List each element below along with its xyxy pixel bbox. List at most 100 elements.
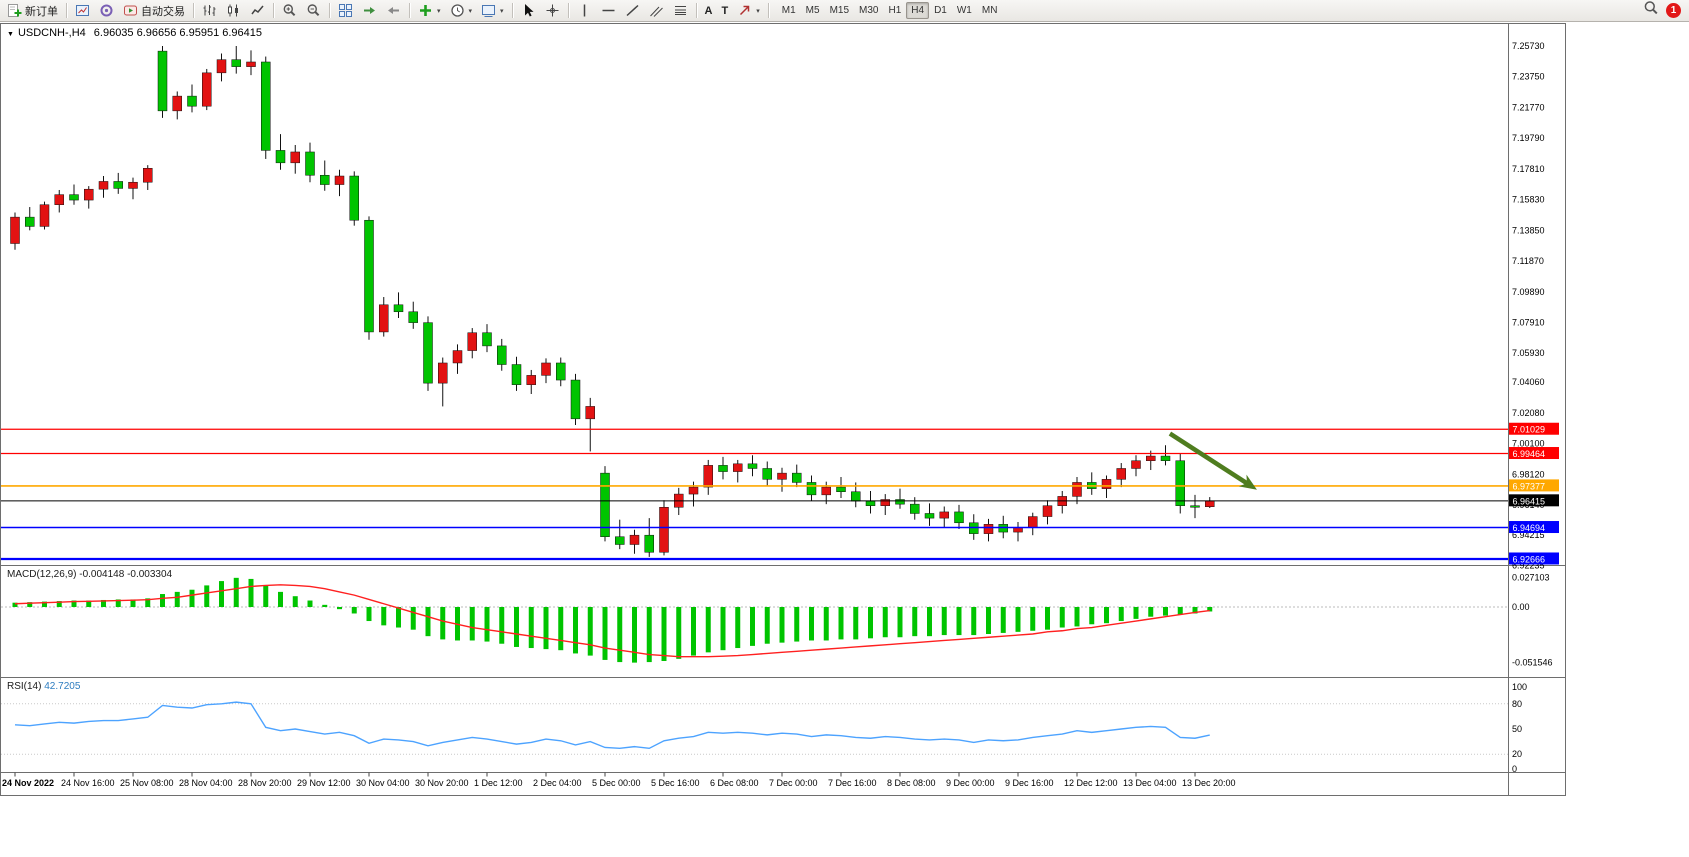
time-axis-label: 28 Nov 04:00 (179, 778, 233, 788)
candle-body (98, 181, 109, 190)
macd-bar (543, 607, 549, 650)
auto-scroll-button[interactable] (358, 0, 381, 21)
tab-timeframe-h4[interactable]: H4 (906, 2, 930, 19)
price-axis-label: 7.02080 (1512, 408, 1545, 418)
candle-body (1028, 516, 1038, 528)
templates-button[interactable]: ▾ (477, 0, 508, 21)
candle-body (659, 507, 669, 553)
price-line-badge-text: 6.94694 (1513, 523, 1546, 533)
arrows-button[interactable]: ▾ (733, 0, 764, 21)
macd-bar (927, 607, 932, 637)
line-chart-button[interactable] (246, 0, 269, 21)
label-tool-label: T (721, 4, 729, 17)
tile-windows-button[interactable] (334, 0, 357, 21)
label-button[interactable]: T (718, 0, 733, 21)
price-line-badge (1509, 521, 1559, 534)
candle-body (452, 350, 463, 364)
macd-bar (735, 607, 741, 649)
candle-body (275, 150, 286, 164)
zoom-in-button[interactable] (278, 0, 301, 21)
time-axis-label: 24 Nov 2022 (2, 778, 54, 788)
tab-timeframe-d1[interactable]: D1 (934, 5, 947, 16)
macd-bar (1192, 607, 1198, 614)
periods-button[interactable]: ▾ (446, 0, 477, 21)
candle-body (703, 465, 713, 488)
candle-body (1205, 500, 1215, 507)
candle-body (216, 59, 227, 74)
macd-bar (1089, 607, 1095, 625)
candle-body (334, 175, 345, 185)
price-axis-label: 7.13850 (1512, 225, 1545, 235)
rsi-axis-label: 80 (1512, 699, 1522, 709)
expert-advisors-icon (99, 3, 114, 18)
macd-bar (1059, 607, 1065, 628)
fibonacci-button[interactable] (669, 0, 692, 21)
channel-icon (649, 3, 664, 18)
channel-button[interactable] (645, 0, 668, 21)
arrow-tool-icon (737, 3, 752, 18)
bar-chart-button[interactable] (198, 0, 221, 21)
rsi-axis-label: 20 (1512, 749, 1522, 759)
zoom-out-button[interactable] (302, 0, 325, 21)
bar-chart-icon (202, 3, 217, 18)
macd-bar (912, 607, 918, 637)
auto-trading-button[interactable]: 自动交易 (119, 0, 189, 21)
macd-bar (868, 607, 873, 639)
tab-timeframe-m1[interactable]: M1 (781, 5, 796, 16)
macd-bar (425, 607, 431, 637)
candlestick-chart-button[interactable] (222, 0, 245, 21)
price-lines-layer (1, 428, 1508, 561)
trend-arrow[interactable] (1168, 431, 1261, 496)
tab-timeframe-mn[interactable]: MN (981, 5, 998, 16)
candle-body (1072, 482, 1082, 497)
tab-timeframe-m5[interactable]: M5 (805, 5, 820, 16)
horizontal-line-button[interactable] (597, 0, 620, 21)
candle-body (526, 375, 536, 385)
tab-timeframe-m30[interactable]: M30 (859, 5, 879, 16)
time-axis-label: 12 Dec 12:00 (1064, 778, 1118, 788)
macd-bar (853, 607, 859, 640)
candle-body (10, 216, 20, 244)
time-axis-label: 30 Nov 04:00 (356, 778, 410, 788)
auto-trading-label: 自动交易 (141, 5, 185, 18)
new-order-button[interactable]: 新订单 (3, 0, 62, 21)
tile-windows-icon (338, 3, 353, 18)
macd-bar (1148, 607, 1154, 617)
candle-body (364, 219, 374, 333)
tab-timeframe-h1[interactable]: H1 (888, 5, 902, 16)
macd-bar (130, 599, 136, 607)
price-line-badge-text: 7.01029 (1513, 425, 1546, 435)
candle-body (762, 468, 772, 480)
tab-timeframe-w1[interactable]: W1 (956, 5, 972, 16)
macd-bar (1118, 607, 1124, 622)
search-icon[interactable] (1643, 0, 1659, 21)
expert-advisors-button[interactable] (95, 0, 118, 21)
candle-body (25, 216, 35, 227)
indicators-button[interactable]: ▾ (414, 0, 445, 21)
candle-body (305, 151, 315, 176)
crosshair-button[interactable] (541, 0, 564, 21)
text-button[interactable]: A (701, 0, 717, 21)
macd-bar (897, 607, 903, 638)
trendline-button[interactable] (621, 0, 644, 21)
chart-shift-button[interactable] (382, 0, 405, 21)
tab-timeframe-m15[interactable]: M15 (829, 5, 850, 16)
time-axis-label: 8 Dec 08:00 (887, 778, 936, 788)
candle-body (836, 486, 846, 492)
price-line-badge-text: 6.99464 (1513, 449, 1546, 459)
candle-body (69, 194, 79, 201)
cursor-button[interactable] (517, 0, 540, 21)
chart-window-button[interactable] (71, 0, 94, 21)
candle-body (39, 204, 50, 227)
candle-body (482, 332, 492, 347)
notification-badge[interactable]: 1 (1666, 3, 1681, 18)
candle-body (1042, 505, 1053, 517)
price-line-badge (1509, 494, 1559, 507)
macd-bar (322, 604, 328, 607)
vertical-line-button[interactable] (573, 0, 596, 21)
toolbar-separator (511, 3, 513, 18)
macd-bar (573, 607, 578, 654)
macd-bar (602, 607, 608, 660)
price-axis-label: 7.11870 (1512, 256, 1544, 266)
